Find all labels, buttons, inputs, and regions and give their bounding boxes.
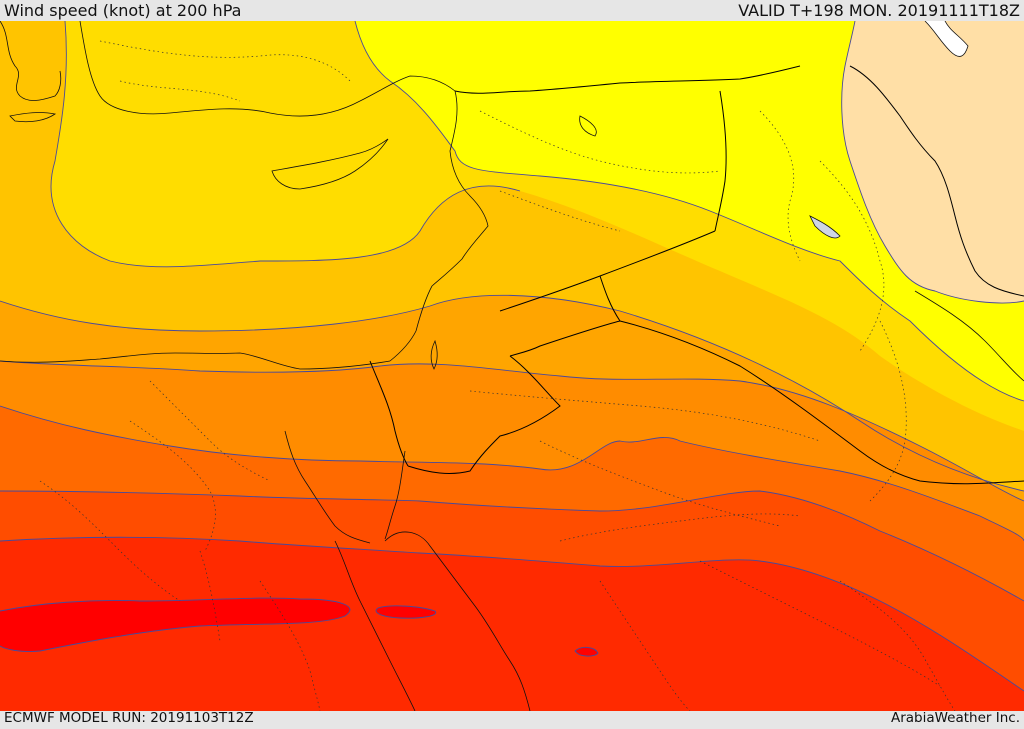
admin-4 xyxy=(499,190,621,232)
jet-core-small-2 xyxy=(575,647,598,657)
admin-17 xyxy=(259,580,321,711)
wind-contours xyxy=(0,21,1024,692)
coast-anatolia xyxy=(79,21,456,117)
border-iraq-jordan-saudi xyxy=(499,230,716,312)
border-jordan-saudi xyxy=(509,275,621,357)
admin-boundaries xyxy=(39,40,956,711)
border-saudi-iraq-kuwait xyxy=(619,320,1024,485)
contour-d xyxy=(0,405,1024,542)
coast-crete-ish xyxy=(9,112,56,123)
country-borders xyxy=(369,65,1024,485)
contour-b xyxy=(0,294,1024,492)
coast-egypt-north xyxy=(0,352,391,370)
border-iran-iraq xyxy=(849,65,1024,297)
contour-k xyxy=(841,21,1024,304)
border-turkey-syria xyxy=(454,65,801,94)
map-title: Wind speed (knot) at 200 hPa xyxy=(4,1,242,20)
contour-i xyxy=(574,646,599,657)
contour-e xyxy=(0,490,1024,602)
admin-3 xyxy=(479,110,721,174)
lake-van xyxy=(579,115,597,137)
contour-j xyxy=(354,21,1024,402)
band-peach xyxy=(841,21,1024,303)
admin-6 xyxy=(819,160,885,352)
footer-bar: ECMWF MODEL RUN: 20191103T12Z ArabiaWeat… xyxy=(0,711,1024,729)
jet-core-small-1 xyxy=(376,605,436,619)
admin-7 xyxy=(149,380,271,482)
contour-g xyxy=(0,597,351,652)
contour-c xyxy=(0,360,1024,502)
coast-cyprus xyxy=(271,138,389,190)
admin-18 xyxy=(199,550,221,642)
credit-label: ArabiaWeather Inc. xyxy=(890,710,1020,726)
admin-16 xyxy=(869,320,907,502)
admin-2 xyxy=(119,80,241,102)
coastlines xyxy=(0,21,1024,711)
admin-12 xyxy=(559,513,801,542)
border-egypt-israel xyxy=(369,360,409,467)
lake-tharthar xyxy=(809,215,841,239)
coast-levant xyxy=(389,90,489,362)
admin-5 xyxy=(759,110,801,262)
border-jordan-east xyxy=(407,355,561,474)
coast-gulf xyxy=(914,290,1024,382)
coast-gulf-aqaba xyxy=(384,450,406,540)
admin-9 xyxy=(39,480,181,602)
contour-h xyxy=(375,605,437,619)
header-bar: Wind speed (knot) at 200 hPa VALID T+198… xyxy=(0,0,1024,22)
contour-f xyxy=(0,536,1024,692)
band-red3 xyxy=(0,598,350,652)
model-run-label: ECMWF MODEL RUN: 20191103T12Z xyxy=(4,710,254,726)
admin-14 xyxy=(699,560,941,687)
coast-red-sea-east xyxy=(384,531,531,711)
contour-a xyxy=(50,21,521,268)
wind-speed-map[interactable] xyxy=(0,21,1024,711)
coast-red-sea-west xyxy=(334,540,416,711)
admin-13 xyxy=(599,580,691,711)
valid-time: VALID T+198 MON. 20191111T18Z xyxy=(738,1,1020,20)
border-syria-iraq xyxy=(714,90,727,232)
coast-caspian xyxy=(924,21,969,57)
admin-11 xyxy=(539,440,781,527)
band-red2 xyxy=(0,537,1024,711)
coast-aegean xyxy=(0,21,62,101)
coast-gulf-suez xyxy=(284,430,371,544)
dead-sea xyxy=(430,339,438,370)
